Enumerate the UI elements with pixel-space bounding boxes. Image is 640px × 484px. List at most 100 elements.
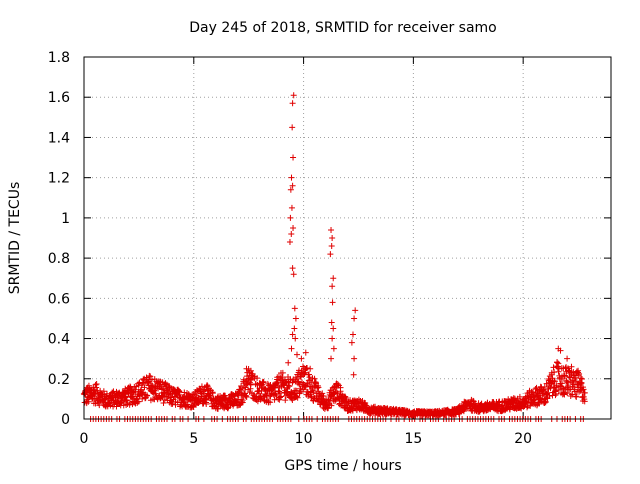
data-point-spike xyxy=(557,347,564,354)
data-point-spike xyxy=(330,275,337,282)
data-point xyxy=(286,383,293,390)
data-point xyxy=(541,383,548,390)
y-tick-label: 0.8 xyxy=(48,251,70,267)
data-point xyxy=(235,392,242,399)
data-point xyxy=(572,378,579,385)
data-point xyxy=(334,390,341,397)
y-tick-label: 1.2 xyxy=(48,171,70,187)
data-point xyxy=(572,393,579,400)
data-point-spike xyxy=(288,230,295,237)
data-point-spike xyxy=(289,265,296,272)
y-tick-label: 0.6 xyxy=(48,291,70,307)
data-point xyxy=(580,386,587,393)
data-point xyxy=(293,393,300,400)
plot-frame xyxy=(83,56,612,420)
data-point xyxy=(243,393,250,400)
data-point xyxy=(578,379,585,386)
y-tick-label: 1.8 xyxy=(48,50,70,66)
data-point-spike xyxy=(328,319,335,326)
data-point xyxy=(561,372,568,379)
data-point xyxy=(552,387,559,394)
data-point-spike xyxy=(292,335,299,342)
data-point xyxy=(180,399,187,406)
data-point xyxy=(285,382,292,389)
data-point xyxy=(504,405,511,412)
data-point xyxy=(577,375,584,382)
data-point xyxy=(152,390,159,397)
data-point-spike xyxy=(298,355,305,362)
data-point-spike xyxy=(289,182,296,189)
data-point xyxy=(273,392,280,399)
data-point-spike xyxy=(289,124,296,131)
data-point-spike xyxy=(351,315,358,322)
y-tick-label: 1.6 xyxy=(48,90,70,106)
data-point xyxy=(260,379,267,386)
data-point-spike xyxy=(329,335,336,342)
data-point-spike xyxy=(330,345,337,352)
data-point-spike xyxy=(286,239,293,246)
data-point xyxy=(294,394,301,401)
data-point xyxy=(581,389,588,396)
data-point xyxy=(315,384,322,391)
data-point-spike xyxy=(548,371,555,378)
data-point-spike xyxy=(291,325,298,332)
x-tick-label: 5 xyxy=(189,431,198,447)
data-point-spike xyxy=(287,186,294,193)
data-point xyxy=(342,393,349,400)
y-tick-label: 1.4 xyxy=(48,130,70,146)
data-point-spike xyxy=(568,363,575,370)
y-tick-label: 0 xyxy=(61,412,70,428)
data-point-spike xyxy=(288,174,295,181)
data-point xyxy=(555,360,562,367)
data-point xyxy=(176,388,183,395)
data-point-spike xyxy=(247,367,254,374)
data-point xyxy=(565,382,572,389)
data-point-spike xyxy=(287,214,294,221)
data-point xyxy=(144,392,151,399)
data-point xyxy=(278,393,285,400)
data-point xyxy=(218,398,225,405)
data-point-spike xyxy=(575,367,582,374)
data-point xyxy=(203,401,210,408)
data-point xyxy=(559,380,566,387)
data-point xyxy=(563,378,570,385)
data-point-spike xyxy=(349,331,356,338)
data-point-spike xyxy=(330,325,337,332)
data-point xyxy=(248,372,255,379)
data-point xyxy=(535,391,542,398)
data-point xyxy=(169,400,176,407)
data-point xyxy=(264,380,271,387)
data-point-spike xyxy=(285,359,292,366)
data-point-spike xyxy=(351,355,358,362)
data-point-spike xyxy=(348,339,355,346)
data-point xyxy=(160,400,167,407)
chart-title: Day 245 of 2018, SRMTID for receiver sam… xyxy=(189,20,497,36)
data-point xyxy=(328,402,335,409)
data-point xyxy=(274,382,281,389)
data-point-spike xyxy=(293,351,300,358)
data-point-spike xyxy=(328,355,335,362)
data-point xyxy=(239,399,246,406)
data-point xyxy=(147,373,154,380)
data-point xyxy=(542,398,549,405)
x-tick-label: 0 xyxy=(80,431,89,447)
data-point-spike xyxy=(352,307,359,314)
data-point-spike xyxy=(328,226,335,233)
data-point xyxy=(161,390,168,397)
data-point-spike xyxy=(289,100,296,107)
y-tick-label: 1 xyxy=(61,211,70,227)
data-point xyxy=(141,384,148,391)
data-point xyxy=(85,394,92,401)
data-point xyxy=(554,359,561,366)
data-point-spike xyxy=(329,283,336,290)
data-point xyxy=(325,404,332,411)
data-point xyxy=(267,399,274,406)
grid-lines xyxy=(84,57,611,419)
data-point xyxy=(123,396,130,403)
data-point xyxy=(576,370,583,377)
data-point xyxy=(282,397,289,404)
data-point xyxy=(254,375,261,382)
data-point-spike xyxy=(289,331,296,338)
data-point xyxy=(530,389,537,396)
